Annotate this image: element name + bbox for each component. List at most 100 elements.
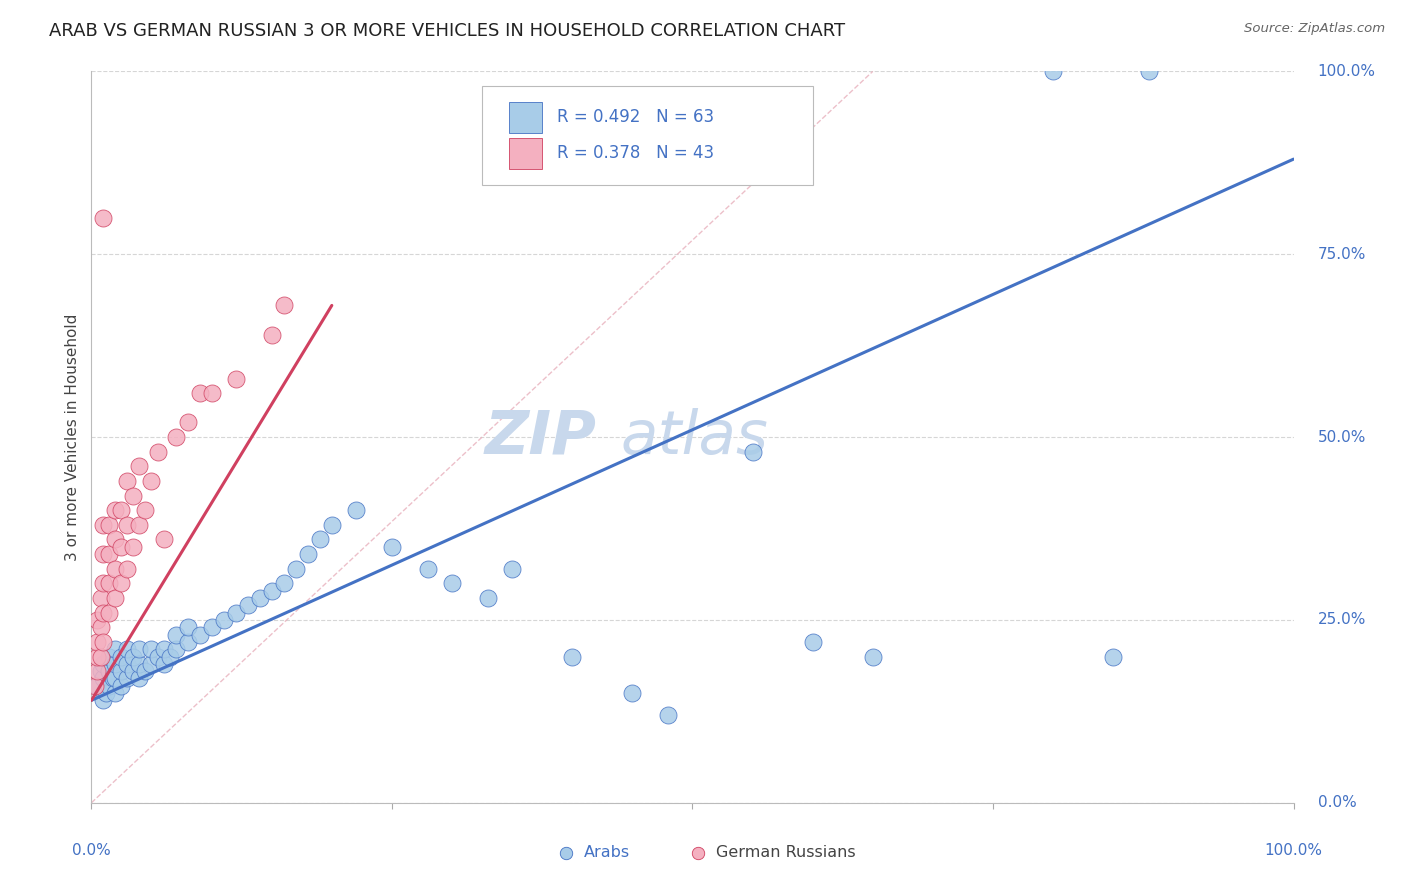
Point [117, 642, 139, 657]
Point [146, 649, 169, 664]
Point [86, 649, 108, 664]
Point [260, 327, 283, 342]
Point [110, 503, 132, 517]
Point [84, 797, 107, 811]
Point [128, 459, 150, 474]
Point [122, 664, 145, 678]
Point [104, 686, 127, 700]
Point [104, 562, 127, 576]
Point [110, 649, 132, 664]
Point [501, 562, 523, 576]
Text: Source: ZipAtlas.com: Source: ZipAtlas.com [1244, 22, 1385, 36]
Text: ZIP: ZIP [485, 408, 596, 467]
Point [93, 576, 115, 591]
Point [93, 517, 115, 532]
Point [188, 386, 211, 401]
Point [94, 686, 117, 700]
Point [152, 533, 174, 547]
Point [104, 591, 127, 605]
Point [104, 672, 127, 686]
Point [1042, 64, 1064, 78]
Point [159, 649, 181, 664]
Point [93, 635, 115, 649]
Point [117, 517, 139, 532]
Point [117, 672, 139, 686]
FancyBboxPatch shape [482, 86, 813, 185]
Point [344, 503, 367, 517]
Point [93, 693, 115, 707]
Point [110, 540, 132, 554]
Point [321, 517, 343, 532]
Point [165, 627, 187, 641]
Point [141, 474, 163, 488]
Text: 25.0%: 25.0% [1317, 613, 1367, 627]
Point [110, 664, 132, 678]
Point [862, 649, 884, 664]
Point [117, 474, 139, 488]
Point [84, 679, 107, 693]
Point [98, 606, 121, 620]
Point [104, 642, 127, 657]
Point [381, 540, 404, 554]
Text: German Russians: German Russians [717, 845, 856, 860]
Point [561, 649, 583, 664]
Point [225, 371, 247, 385]
Point [122, 540, 145, 554]
Point [93, 657, 115, 671]
Point [90, 649, 112, 664]
Point [440, 576, 463, 591]
Point [93, 672, 115, 686]
Point [165, 430, 187, 444]
Point [128, 657, 150, 671]
Text: R = 0.378   N = 43: R = 0.378 N = 43 [557, 145, 714, 162]
Point [93, 606, 115, 620]
Point [86, 613, 108, 627]
Point [86, 664, 108, 678]
Point [188, 627, 211, 641]
Point [110, 679, 132, 693]
FancyBboxPatch shape [509, 138, 543, 169]
Point [284, 562, 307, 576]
Point [273, 576, 295, 591]
Point [98, 649, 121, 664]
Text: Arabs: Arabs [585, 845, 630, 860]
Y-axis label: 3 or more Vehicles in Household: 3 or more Vehicles in Household [65, 313, 80, 561]
Point [86, 797, 108, 811]
Point [128, 517, 150, 532]
Point [212, 613, 235, 627]
Point [98, 517, 121, 532]
Point [152, 657, 174, 671]
Point [1137, 64, 1160, 78]
Point [297, 547, 319, 561]
Point [801, 635, 824, 649]
Text: 0.0%: 0.0% [72, 843, 111, 858]
Point [90, 591, 112, 605]
Point [104, 533, 127, 547]
Point [200, 620, 222, 634]
Point [200, 386, 222, 401]
Point [134, 664, 156, 678]
Point [98, 664, 121, 678]
Point [176, 635, 198, 649]
Point [98, 576, 121, 591]
Point [86, 635, 108, 649]
Text: atlas: atlas [620, 408, 768, 467]
Point [101, 672, 124, 686]
Point [86, 679, 108, 693]
Point [90, 620, 112, 634]
Text: 50.0%: 50.0% [1317, 430, 1367, 444]
Point [249, 591, 271, 605]
Text: R = 0.492   N = 63: R = 0.492 N = 63 [557, 109, 714, 127]
Point [416, 562, 439, 576]
Text: 100.0%: 100.0% [1264, 843, 1323, 858]
Text: 100.0%: 100.0% [1317, 64, 1375, 78]
Point [110, 576, 132, 591]
Point [117, 657, 139, 671]
Point [93, 547, 115, 561]
Point [104, 657, 127, 671]
Point [308, 533, 330, 547]
Point [1102, 649, 1125, 664]
Point [741, 444, 763, 458]
Point [93, 211, 115, 225]
Point [273, 298, 295, 312]
